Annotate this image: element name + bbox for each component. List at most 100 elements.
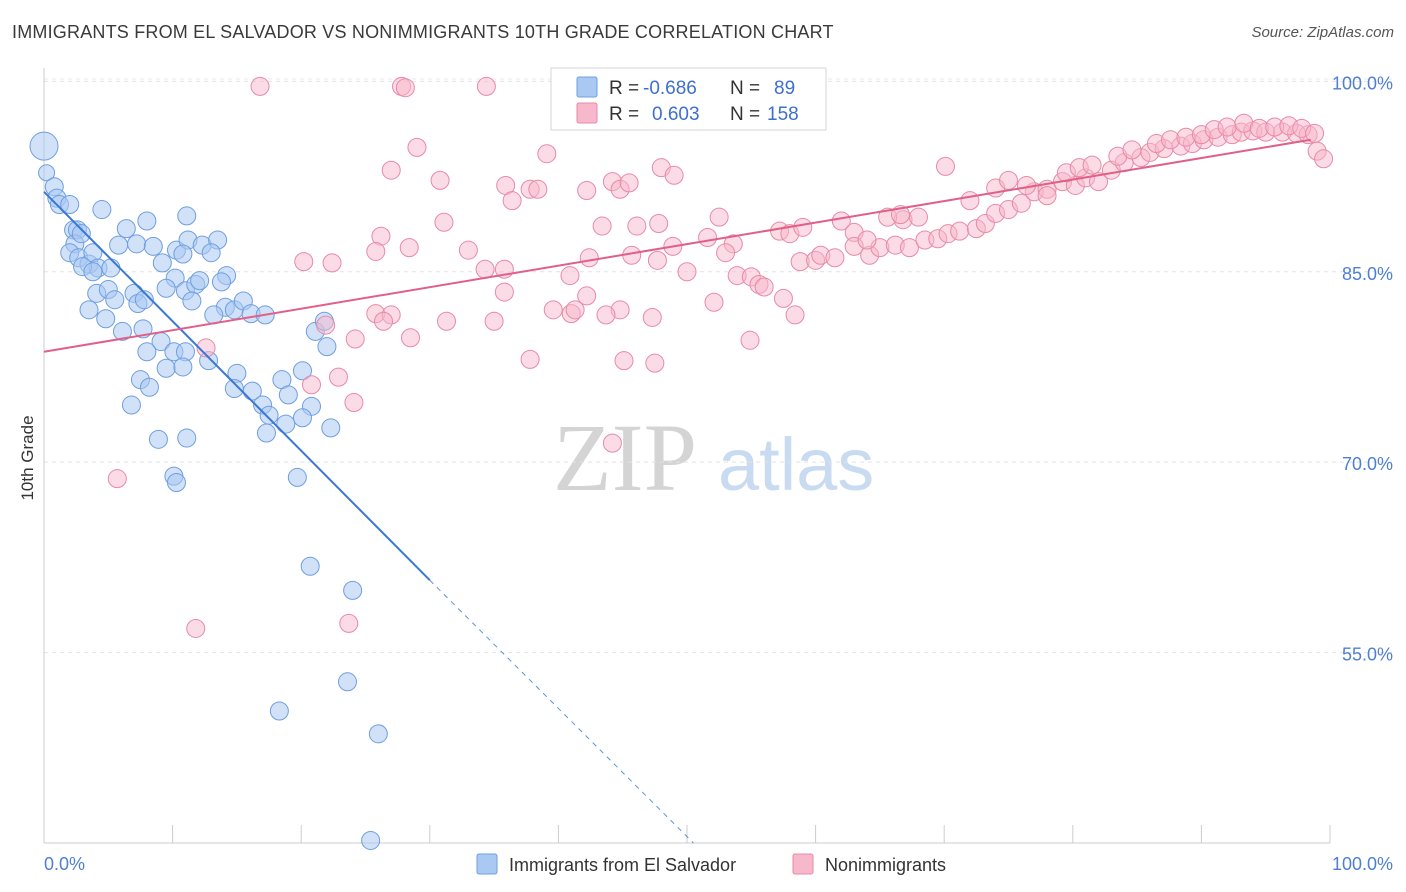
legend-r-value-immigrants: -0.686 (643, 78, 697, 99)
data-point-immigrants (300, 556, 320, 576)
y-axis-title: 10th Grade (18, 415, 37, 500)
bottom-legend-swatch-immigrants (476, 853, 498, 875)
data-point-nonimmigrants (709, 207, 729, 227)
data-point-nonimmigrants (1082, 155, 1102, 175)
data-point-nonimmigrants (642, 307, 662, 327)
data-point-immigrants (166, 472, 186, 492)
data-point-nonimmigrants (401, 328, 421, 348)
trend-line-immigrants-extrapolated (429, 579, 694, 844)
data-point-nonimmigrants (399, 238, 419, 258)
data-point-immigrants (134, 290, 154, 310)
y-tick-label: 70.0% (1342, 454, 1393, 474)
axes (43, 68, 1331, 844)
data-point-immigrants (287, 467, 307, 487)
data-point-immigrants (190, 271, 210, 291)
data-point-immigrants (343, 580, 363, 600)
data-point-immigrants (109, 235, 129, 255)
legend-r-value-nonimmigrants: 0.603 (652, 104, 700, 125)
data-point-nonimmigrants (596, 305, 616, 325)
data-point-immigrants (38, 164, 56, 182)
tick-labels: 100.0% 85.0% 70.0% 55.0% 0.0% 100.0% (44, 73, 1393, 874)
data-point-nonimmigrants (960, 191, 980, 211)
data-point-nonimmigrants (1122, 140, 1142, 160)
data-point-nonimmigrants (857, 230, 877, 250)
data-point-immigrants (116, 219, 136, 239)
data-point-immigrants (137, 342, 157, 362)
trend-line-immigrants (43, 191, 431, 581)
data-point-nonimmigrants (484, 311, 504, 331)
data-point-immigrants (256, 423, 276, 443)
y-tick-label: 100.0% (1332, 73, 1393, 93)
legend-swatch-immigrants (576, 76, 598, 98)
watermark-atlas: atlas (718, 423, 874, 506)
data-point-nonimmigrants (560, 266, 580, 286)
legend-n-label-nonimmigrants: N = (730, 104, 760, 125)
data-point-nonimmigrants (374, 311, 394, 331)
legend-swatch-nonimmigrants (576, 102, 598, 124)
trend-line-nonimmigrants (43, 138, 1311, 353)
data-point-immigrants (96, 309, 116, 329)
data-point-nonimmigrants (537, 144, 557, 164)
data-point-nonimmigrants (395, 78, 415, 98)
grid-lines (44, 78, 1395, 654)
data-point-nonimmigrants (494, 282, 514, 302)
y-tick-label: 55.0% (1342, 645, 1393, 665)
data-point-immigrants (276, 414, 296, 434)
data-point-nonimmigrants (754, 277, 774, 297)
x-tick-label-start: 0.0% (44, 854, 85, 874)
data-point-nonimmigrants (294, 252, 314, 272)
data-point-nonimmigrants (1089, 172, 1109, 192)
data-point-immigrants (321, 418, 341, 438)
data-point-immigrants (182, 291, 202, 311)
bottom-legend-label-immigrants: Immigrants from El Salvador (509, 855, 736, 875)
data-point-nonimmigrants (1314, 149, 1334, 169)
data-point-nonimmigrants (773, 288, 793, 308)
data-point-immigrants (156, 358, 176, 378)
data-point-immigrants (368, 724, 388, 744)
data-point-nonimmigrants (579, 248, 599, 268)
data-point-nonimmigrants (950, 221, 970, 241)
data-point-nonimmigrants (664, 165, 684, 185)
chart-title: IMMIGRANTS FROM EL SALVADOR VS NONIMMIGR… (12, 22, 834, 42)
data-point-nonimmigrants (645, 353, 665, 373)
watermark-zip: ZIP (553, 404, 697, 511)
data-point-immigrants (173, 244, 193, 264)
data-point-immigrants (337, 672, 357, 692)
data-point-nonimmigrants (602, 433, 622, 453)
data-point-immigrants (83, 262, 103, 282)
data-point-nonimmigrants (430, 170, 450, 190)
source-credit: Source: ZipAtlas.com (1251, 24, 1394, 41)
data-point-immigrants (177, 428, 197, 448)
data-point-immigrants (156, 278, 176, 298)
data-point-immigrants (121, 395, 141, 415)
data-point-nonimmigrants (1217, 117, 1237, 137)
data-point-nonimmigrants (1037, 186, 1057, 206)
data-point-nonimmigrants (520, 349, 540, 369)
data-point-immigrants (269, 701, 289, 721)
data-point-immigrants (292, 361, 312, 381)
data-point-immigrants (201, 243, 221, 263)
data-point-nonimmigrants (434, 212, 454, 232)
data-point-immigrants (71, 224, 91, 244)
data-point-immigrants (127, 234, 147, 254)
data-point-nonimmigrants (250, 76, 270, 96)
data-point-immigrants (148, 429, 168, 449)
data-point-nonimmigrants (476, 76, 496, 96)
y-tick-label: 85.0% (1342, 264, 1393, 284)
data-point-immigrants (317, 337, 337, 357)
data-point-nonimmigrants (908, 207, 928, 227)
data-point-immigrants (177, 206, 197, 226)
bottom-legend-label-nonimmigrants: Nonimmigrants (825, 855, 946, 875)
data-point-immigrants (29, 131, 59, 161)
data-point-nonimmigrants (627, 216, 647, 236)
data-point-immigrants (278, 385, 298, 405)
data-point-nonimmigrants (793, 217, 813, 237)
data-point-immigrants (204, 305, 224, 325)
data-point-nonimmigrants (528, 179, 548, 199)
watermark: ZIP atlas (553, 404, 874, 511)
data-point-immigrants (60, 194, 80, 214)
trend-lines (43, 138, 1311, 844)
data-point-immigrants (143, 236, 163, 256)
data-point-immigrants (139, 377, 159, 397)
legend-n-value-nonimmigrants: 158 (767, 104, 799, 125)
